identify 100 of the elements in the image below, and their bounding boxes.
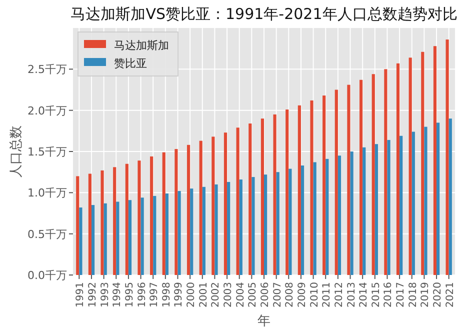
bar <box>116 202 120 275</box>
bar <box>150 156 154 275</box>
x-tick-label: 2020 <box>432 282 444 308</box>
bar <box>360 80 363 275</box>
x-tick-label: 2014 <box>358 282 370 308</box>
x-tick-label: 2001 <box>198 282 210 308</box>
bar <box>446 40 449 275</box>
x-tick-label: 2019 <box>420 282 432 308</box>
x-tick-label: 2000 <box>186 282 198 308</box>
x-tick-label: 1998 <box>161 282 172 308</box>
bar <box>212 136 215 275</box>
x-tick-label: 2004 <box>235 282 246 308</box>
bar <box>113 167 116 275</box>
legend-label: 赞比亚 <box>114 57 147 70</box>
y-axis-title: 人口总数 <box>9 126 24 178</box>
y-tick-label: 0.5千万 <box>28 228 67 241</box>
bar <box>88 174 92 275</box>
bar <box>412 132 415 275</box>
x-tick-label: 2017 <box>396 282 407 308</box>
x-tick-label: 2010 <box>309 282 320 308</box>
bar <box>76 176 80 275</box>
bar <box>162 152 166 275</box>
bar <box>224 132 228 275</box>
y-tick-label: 0.0千万 <box>28 269 67 282</box>
x-tick-label: 2007 <box>272 282 284 308</box>
bar <box>140 198 144 275</box>
x-tick-label: 2018 <box>408 282 419 308</box>
bar <box>178 191 181 275</box>
bar <box>424 126 428 275</box>
x-tick-label: 1994 <box>112 282 124 308</box>
x-tick-label: 2003 <box>223 282 234 308</box>
bar <box>310 100 314 275</box>
x-tick-label: 2005 <box>248 282 259 308</box>
bar <box>128 200 132 275</box>
bar <box>298 105 301 275</box>
bar <box>300 165 304 275</box>
x-tick-label: 2009 <box>296 282 308 308</box>
legend-label: 马达加斯加 <box>114 39 169 52</box>
y-tick-label: 1.0千万 <box>28 186 67 200</box>
x-tick-label: 2006 <box>260 282 271 308</box>
bar <box>100 170 104 275</box>
chart-title: 马达加斯加VS赞比亚：1991年-2021年人口总数趋势对比 <box>70 5 458 23</box>
y-tick-label: 1.5千万 <box>28 146 67 158</box>
bar <box>165 193 168 275</box>
x-tick-label: 2021 <box>444 282 456 308</box>
bar <box>276 172 280 275</box>
y-tick-label: 2.5千万 <box>28 63 67 76</box>
bar <box>239 179 242 275</box>
bar <box>326 158 329 275</box>
bar <box>199 140 202 275</box>
bar <box>347 84 350 275</box>
bar <box>421 52 424 275</box>
bar <box>372 74 375 275</box>
bar <box>214 184 218 275</box>
bar <box>227 182 230 275</box>
x-tick-label: 2016 <box>383 282 394 308</box>
bar <box>273 114 276 275</box>
x-axis-title: 年 <box>258 314 270 329</box>
bar <box>202 186 206 275</box>
x-tick-label: 2015 <box>370 282 382 308</box>
bar <box>153 196 156 275</box>
bar <box>322 96 326 275</box>
bar <box>138 160 141 275</box>
bar <box>334 90 338 275</box>
bar <box>79 207 82 275</box>
bar <box>436 122 440 275</box>
bar <box>264 174 268 275</box>
bar <box>396 63 400 275</box>
bar <box>252 177 255 275</box>
bar <box>374 144 378 275</box>
bar <box>236 128 240 275</box>
y-tick-label: 2.0千万 <box>28 104 67 118</box>
bar <box>387 140 390 275</box>
x-tick-label: 2012 <box>334 282 345 308</box>
bar <box>448 118 452 275</box>
x-tick-label: 2013 <box>346 282 358 308</box>
bar <box>260 118 264 275</box>
bar <box>286 110 289 275</box>
bar <box>190 188 194 275</box>
bar <box>384 69 388 275</box>
x-tick-label: 1995 <box>124 282 136 308</box>
bar <box>104 203 107 275</box>
bar <box>350 152 354 275</box>
x-tick-label: 1997 <box>149 282 160 308</box>
bar <box>362 147 366 275</box>
x-tick-label: 1996 <box>136 282 148 308</box>
bar <box>313 162 316 275</box>
x-tick-label: 1999 <box>174 282 185 308</box>
x-tick-label: 1992 <box>87 282 98 308</box>
x-tick-label: 2008 <box>284 282 296 308</box>
bar <box>248 124 252 275</box>
bar <box>288 168 292 275</box>
bar <box>433 46 437 275</box>
bar <box>125 164 128 275</box>
x-tick-label: 1991 <box>75 282 86 308</box>
bar <box>338 156 342 275</box>
x-tick-label: 2002 <box>210 282 222 308</box>
bar <box>91 205 95 275</box>
bar <box>174 149 178 275</box>
x-tick-label: 1993 <box>100 282 111 308</box>
